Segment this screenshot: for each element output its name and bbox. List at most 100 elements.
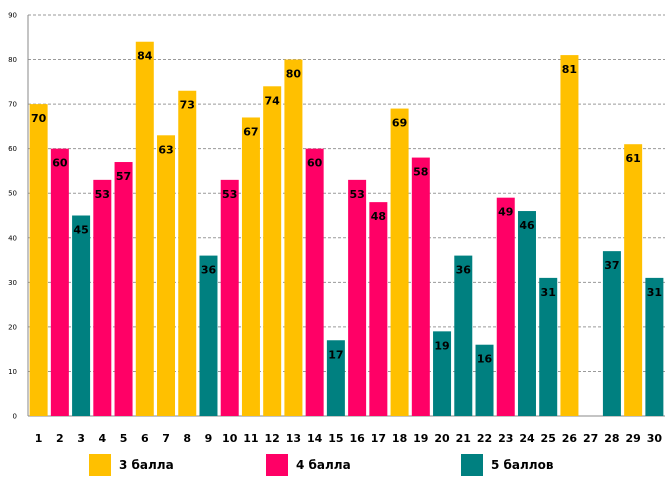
bar-16 — [348, 179, 367, 416]
data-label-21: 36 — [456, 264, 472, 277]
legend-swatch-5-points — [461, 454, 483, 476]
x-tick-label-15: 15 — [328, 432, 343, 445]
x-tick-label-8: 8 — [183, 432, 191, 445]
data-label-6: 84 — [137, 50, 153, 63]
bar-17 — [369, 202, 388, 416]
x-tick-label-24: 24 — [519, 432, 535, 445]
y-tick-label: 70 — [8, 101, 17, 109]
y-tick-label: 30 — [8, 279, 17, 287]
legend-swatch-3-points — [89, 454, 111, 476]
bar-24 — [517, 211, 536, 416]
bar-6 — [135, 41, 154, 416]
data-label-3: 45 — [73, 224, 88, 237]
data-label-5: 57 — [116, 170, 131, 183]
bars — [29, 41, 664, 417]
bar-4 — [93, 179, 112, 416]
bar-8 — [178, 90, 197, 416]
y-tick-label: 40 — [8, 234, 17, 242]
x-tick-label-16: 16 — [349, 432, 365, 445]
bar-30 — [645, 277, 664, 416]
data-label-29: 61 — [625, 152, 640, 165]
data-label-14: 60 — [307, 157, 323, 170]
bar-14 — [305, 148, 324, 416]
bar-1 — [29, 104, 48, 416]
x-tick-label-27: 27 — [583, 432, 598, 445]
legend-label-5-points: 5 баллов — [491, 458, 554, 472]
data-label-26: 81 — [562, 63, 577, 76]
bar-21 — [454, 255, 473, 416]
bar-25 — [539, 277, 558, 416]
x-tick-label-30: 30 — [647, 432, 663, 445]
data-label-25: 31 — [541, 286, 556, 299]
data-label-17: 48 — [371, 210, 386, 223]
legend-item-4-points: 4 балла — [266, 453, 351, 477]
bar-3 — [72, 215, 91, 416]
data-label-24: 46 — [519, 219, 535, 232]
x-tick-label-22: 22 — [477, 432, 492, 445]
bar-29 — [624, 144, 643, 416]
legend-swatch-4-points — [266, 454, 288, 476]
data-label-1: 70 — [31, 112, 47, 125]
x-tick-label-23: 23 — [498, 432, 513, 445]
bar-13 — [284, 59, 303, 417]
legend-label-4-points: 4 балла — [296, 458, 351, 472]
data-label-12: 74 — [265, 94, 281, 107]
gridlines — [28, 14, 665, 417]
bar-19 — [411, 157, 430, 417]
x-tick-label-28: 28 — [604, 432, 619, 445]
x-tick-label-20: 20 — [434, 432, 450, 445]
bar-23 — [496, 197, 515, 416]
bar-12 — [263, 86, 282, 417]
x-tick-label-6: 6 — [141, 432, 149, 445]
data-label-7: 63 — [158, 143, 173, 156]
data-label-8: 73 — [180, 99, 195, 112]
bar-2 — [50, 148, 69, 416]
x-tick-label-25: 25 — [541, 432, 556, 445]
bar-5 — [114, 162, 133, 416]
data-label-16: 53 — [349, 188, 364, 201]
bar-20 — [433, 331, 452, 416]
y-axis: 0 10 20 30 40 50 60 70 80 90 — [8, 12, 29, 421]
x-tick-label-2: 2 — [56, 432, 64, 445]
bar-9 — [199, 255, 218, 416]
x-tick-label-7: 7 — [162, 432, 170, 445]
x-axis: 1 2 3 4 5 6 7 8 9 10 11 12 13 14 15 16 17 18 19 20 21 22 23 24 2… — [35, 432, 663, 445]
data-label-28: 37 — [604, 259, 619, 272]
x-tick-label-26: 26 — [562, 432, 578, 445]
legend-item-3-points: 3 балла — [89, 453, 174, 477]
data-label-9: 36 — [201, 264, 217, 277]
x-tick-label-9: 9 — [205, 432, 213, 445]
data-label-11: 67 — [243, 125, 258, 138]
y-tick-label: 50 — [8, 190, 17, 198]
x-tick-label-21: 21 — [456, 432, 471, 445]
y-tick-label: 20 — [8, 323, 17, 331]
x-tick-label-19: 19 — [413, 432, 428, 445]
legend-label-3-points: 3 балла — [119, 458, 174, 472]
x-tick-label-5: 5 — [120, 432, 128, 445]
x-tick-label-3: 3 — [77, 432, 85, 445]
x-tick-label-13: 13 — [286, 432, 301, 445]
data-labels: 70 60 45 53 57 84 63 73 36 53 67 74 80 60 17 53 48 69 58 19… — [31, 50, 662, 366]
x-tick-label-18: 18 — [392, 432, 407, 445]
data-label-22: 16 — [477, 353, 493, 366]
bar-11 — [241, 117, 260, 416]
y-tick-label: 80 — [8, 56, 17, 64]
x-tick-label-29: 29 — [625, 432, 640, 445]
bar-26 — [560, 55, 579, 416]
data-label-23: 49 — [498, 206, 513, 219]
data-label-19: 58 — [413, 166, 428, 179]
data-label-30: 31 — [647, 286, 662, 299]
x-tick-label-4: 4 — [98, 432, 106, 445]
y-tick-label: 0 — [13, 413, 17, 421]
legend-item-5-points: 5 баллов — [461, 453, 553, 477]
bar-10 — [220, 179, 239, 416]
data-label-13: 80 — [286, 68, 302, 81]
bar-7 — [157, 135, 176, 417]
x-tick-label-14: 14 — [307, 432, 323, 445]
data-label-10: 53 — [222, 188, 237, 201]
bar-22 — [475, 344, 494, 416]
x-tick-label-11: 11 — [243, 432, 258, 445]
data-label-4: 53 — [95, 188, 110, 201]
bar-18 — [390, 108, 409, 417]
